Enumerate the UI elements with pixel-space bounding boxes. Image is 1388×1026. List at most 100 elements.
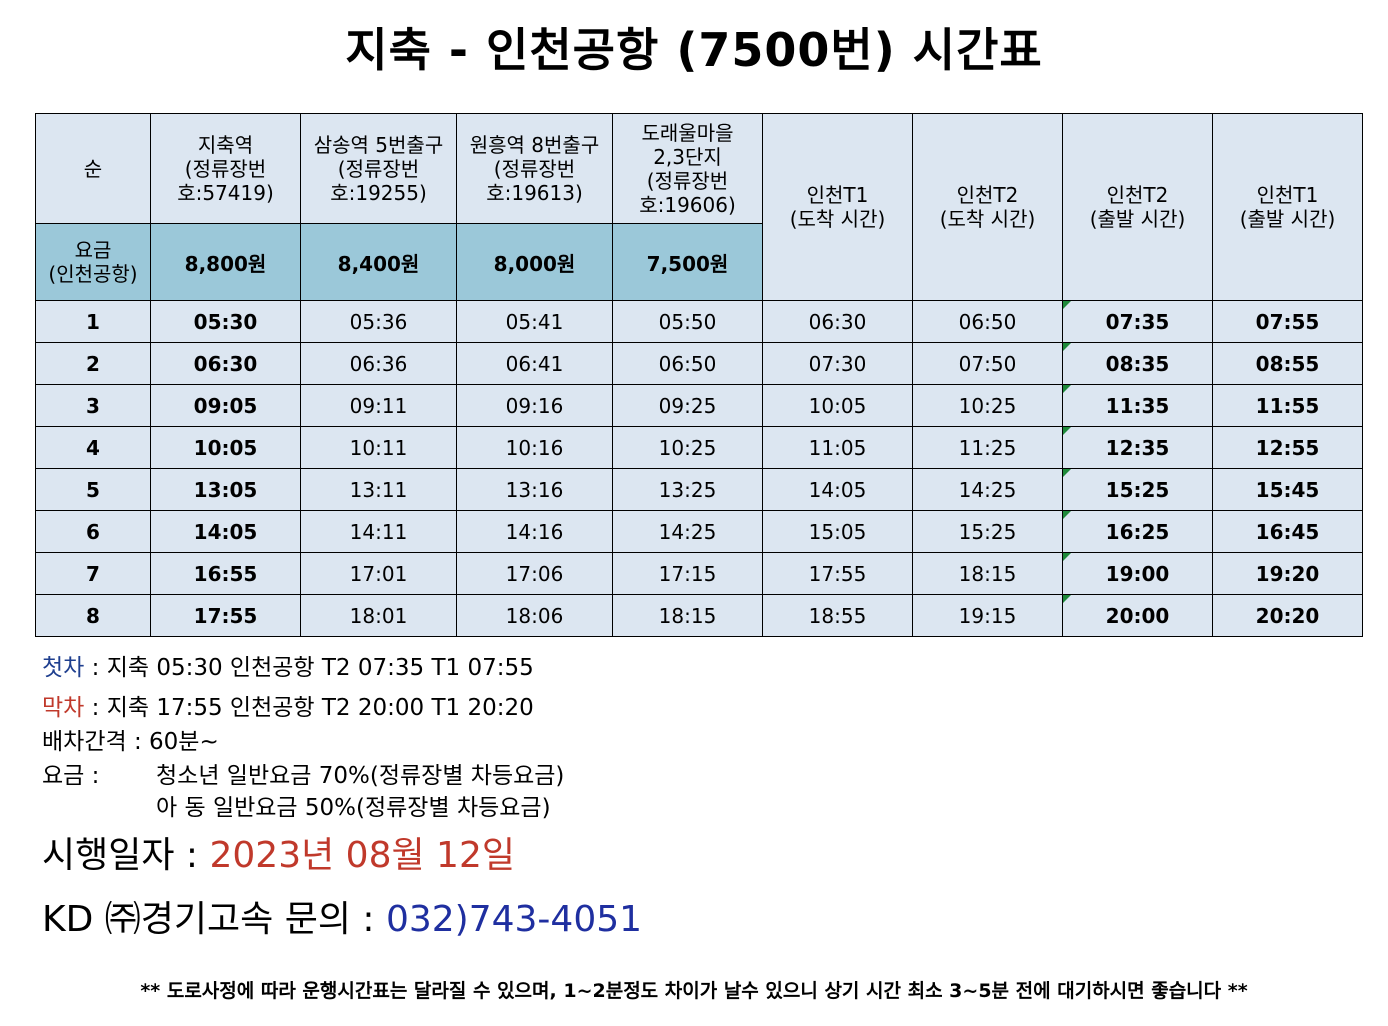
time-cell: 18:15	[612, 594, 763, 637]
time-cell: 19:20	[1212, 552, 1363, 595]
time-cell: 07:30	[762, 342, 913, 385]
time-cell: 08:35	[1062, 342, 1213, 385]
table-row: 5 13:05 13:11 13:16 13:25 14:05 14:25 15:25 15:4…	[35, 468, 1363, 511]
time-cell: 10:16	[456, 426, 613, 469]
header-stop-id: 호:19606)	[639, 192, 736, 217]
time-cell: 15:25	[912, 510, 1063, 553]
time-cell: 16:25	[1062, 510, 1213, 553]
time-text: 20:00	[1105, 603, 1170, 628]
time-text: 07:35	[1105, 309, 1170, 334]
time-cell: 18:01	[300, 594, 457, 637]
time-cell: 17:55	[762, 552, 913, 595]
time-cell: 06:30	[150, 342, 301, 385]
header-col-sub: (출발 시간)	[1089, 207, 1186, 231]
time-cell: 05:50	[612, 300, 763, 343]
contact-info: KD ㈜경기고속 문의 : 032)743-4051	[42, 890, 642, 942]
effective-date-value: 2023년 08월 12일	[209, 835, 515, 876]
time-cell: 17:55	[150, 594, 301, 637]
time-cell: 18:06	[456, 594, 613, 637]
first-bus-info: 첫차 : 지축 05:30 인천공항 T2 07:35 T1 07:55	[42, 648, 534, 682]
header-stop-id-label: (정류장번	[493, 156, 576, 181]
time-cell: 07:35	[1062, 300, 1213, 343]
time-cell: 05:36	[300, 300, 457, 343]
time-cell: 13:05	[150, 468, 301, 511]
time-cell: 12:35	[1062, 426, 1213, 469]
header-col-name: 인천T2	[1106, 183, 1169, 207]
time-cell: 09:11	[300, 384, 457, 427]
time-cell: 06:41	[456, 342, 613, 385]
time-text: 12:35	[1105, 435, 1170, 460]
time-cell: 09:05	[150, 384, 301, 427]
time-text: 19:00	[1105, 561, 1170, 586]
time-cell: 07:50	[912, 342, 1063, 385]
header-seq: 순	[35, 113, 151, 224]
time-cell: 09:16	[456, 384, 613, 427]
footnote: ** 도로사정에 따라 운행시간표는 달라질 수 있으며, 1~2분정도 차이가…	[140, 980, 1248, 1002]
header-col-sub: (도착 시간)	[939, 207, 1036, 231]
time-cell: 08:55	[1212, 342, 1363, 385]
comment-marker-icon	[1063, 385, 1071, 393]
page-title: 지축 - 인천공항 (7500번) 시간표	[345, 23, 1043, 77]
header-stop-name: 도래울마을	[641, 120, 734, 145]
time-cell: 13:25	[612, 468, 763, 511]
time-cell: 11:05	[762, 426, 913, 469]
fare-label: 요금 (인천공항)	[35, 223, 151, 301]
header-stop-name-2: 2,3단지	[653, 144, 722, 169]
row-number: 4	[35, 426, 151, 469]
table-row: 2 06:30 06:36 06:41 06:50 07:30 07:50 08:35 08:5…	[35, 342, 1363, 385]
table-row: 6 14:05 14:11 14:16 14:25 15:05 15:25 16:25 16:4…	[35, 510, 1363, 553]
time-cell: 18:55	[762, 594, 913, 637]
time-cell: 15:45	[1212, 468, 1363, 511]
fare-label-line2: (인천공항)	[48, 262, 138, 286]
time-cell: 13:16	[456, 468, 613, 511]
fare-info-label: 요금 :	[42, 763, 100, 789]
time-cell: 16:45	[1212, 510, 1363, 553]
timetable-rows: 1 05:30 05:36 05:41 05:50 06:30 06:50 07:35 07:5…	[35, 300, 1363, 637]
time-cell: 15:25	[1062, 468, 1213, 511]
table-row: 1 05:30 05:36 05:41 05:50 06:30 06:50 07:35 07:5…	[35, 300, 1363, 343]
time-cell: 05:41	[456, 300, 613, 343]
comment-marker-icon	[1063, 301, 1071, 309]
time-cell: 07:55	[1212, 300, 1363, 343]
time-cell: 05:30	[150, 300, 301, 343]
fare-value: 8,800원	[150, 223, 301, 301]
effective-date: 시행일자 : 2023년 08월 12일	[42, 826, 515, 878]
time-cell: 12:55	[1212, 426, 1363, 469]
time-text: 15:25	[1105, 477, 1170, 502]
comment-marker-icon	[1063, 343, 1071, 351]
header-stop-id: 호:57419)	[177, 180, 274, 205]
timetable: 순 지축역 (정류장번 호:57419) 삼송역 5번출구 (정류장번 호:19…	[35, 113, 1363, 637]
effective-date-label: 시행일자 :	[42, 835, 210, 876]
header-col-name: 인천T2	[956, 183, 1019, 207]
time-cell: 06:30	[762, 300, 913, 343]
time-cell: 15:05	[762, 510, 913, 553]
row-number: 8	[35, 594, 151, 637]
time-cell: 16:55	[150, 552, 301, 595]
time-cell: 11:55	[1212, 384, 1363, 427]
header-stop-doraeul: 도래울마을 2,3단지 (정류장번 호:19606)	[612, 113, 763, 224]
time-cell: 10:05	[150, 426, 301, 469]
header-col-sub: (도착 시간)	[789, 207, 886, 231]
table-row: 3 09:05 09:11 09:16 09:25 10:05 10:25 11:35 11:5…	[35, 384, 1363, 427]
time-cell: 06:50	[912, 300, 1063, 343]
header-stop-id-label: (정류장번	[337, 156, 420, 181]
fare-child-info: 아 동 일반요금 50%(정류장별 차등요금)	[156, 795, 551, 821]
header-stop-name: 지축역	[197, 132, 254, 157]
time-cell: 17:15	[612, 552, 763, 595]
time-cell: 10:05	[762, 384, 913, 427]
time-cell: 14:05	[762, 468, 913, 511]
header-stop-id: 호:19255)	[330, 180, 427, 205]
time-cell: 19:15	[912, 594, 1063, 637]
table-row: 4 10:05 10:11 10:16 10:25 11:05 11:25 12:35 12:5…	[35, 426, 1363, 469]
header-stop-id-label: (정류장번	[184, 156, 267, 181]
interval-info: 배차간격 : 60분~	[42, 729, 219, 755]
first-bus-text: : 지축 05:30 인천공항 T2 07:35 T1 07:55	[84, 655, 534, 681]
comment-marker-icon	[1063, 595, 1071, 603]
header-stop-name: 삼송역 5번출구	[313, 132, 444, 157]
table-row: 7 16:55 17:01 17:06 17:15 17:55 18:15 19:00 19:2…	[35, 552, 1363, 595]
time-text: 16:25	[1105, 519, 1170, 544]
contact-label: KD ㈜경기고속 문의 :	[42, 899, 386, 940]
time-cell: 11:35	[1062, 384, 1213, 427]
time-text: 11:35	[1105, 393, 1170, 418]
fare-youth-info: 청소년 일반요금 70%(정류장별 차등요금)	[156, 763, 565, 789]
